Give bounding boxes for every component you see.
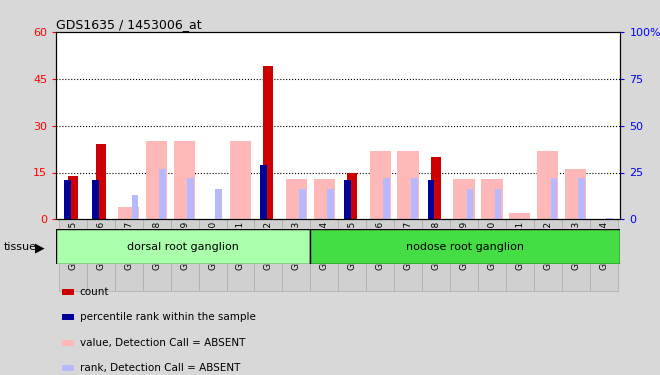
Bar [370, 151, 391, 219]
Bar [62, 314, 74, 320]
Bar [495, 189, 502, 219]
Bar [327, 189, 334, 219]
Bar [450, 219, 478, 291]
Bar [282, 219, 310, 291]
Bar [226, 219, 255, 291]
Bar [65, 180, 71, 219]
Bar [453, 179, 475, 219]
Bar [263, 66, 273, 219]
Bar [299, 189, 306, 219]
Bar [565, 170, 586, 219]
Text: ▶: ▶ [35, 241, 45, 254]
Bar [118, 207, 139, 219]
Bar [562, 219, 589, 291]
Bar [347, 172, 357, 219]
Bar [131, 195, 138, 219]
Bar [481, 179, 502, 219]
Bar [87, 219, 115, 291]
Bar [96, 144, 106, 219]
Bar [467, 189, 473, 219]
Text: dorsal root ganglion: dorsal root ganglion [127, 242, 239, 252]
Bar [115, 219, 143, 291]
Bar [537, 151, 558, 219]
Bar [160, 169, 166, 219]
Bar [215, 189, 222, 219]
Bar [506, 219, 534, 291]
Bar [579, 178, 585, 219]
Bar [478, 219, 506, 291]
Bar [314, 179, 335, 219]
Bar [411, 178, 418, 219]
Bar [534, 219, 562, 291]
Bar [286, 179, 307, 219]
Bar [255, 219, 282, 291]
Bar [230, 141, 251, 219]
Bar [383, 178, 389, 219]
Bar [310, 219, 338, 291]
Text: count: count [80, 287, 110, 297]
Bar [344, 180, 350, 219]
Bar [187, 178, 194, 219]
Bar [510, 213, 531, 219]
Bar [366, 219, 394, 291]
Bar [431, 157, 441, 219]
Bar [397, 151, 418, 219]
Text: percentile rank within the sample: percentile rank within the sample [80, 312, 255, 322]
Bar [171, 219, 199, 291]
Bar [607, 217, 613, 219]
Bar [394, 219, 422, 291]
Bar [199, 219, 226, 291]
Bar [174, 141, 195, 219]
Bar [428, 180, 434, 219]
Bar [56, 229, 310, 264]
Text: GDS1635 / 1453006_at: GDS1635 / 1453006_at [56, 18, 202, 31]
Bar [310, 229, 620, 264]
Bar [260, 165, 267, 219]
Text: rank, Detection Call = ABSENT: rank, Detection Call = ABSENT [80, 363, 240, 373]
Bar [550, 178, 557, 219]
Text: value, Detection Call = ABSENT: value, Detection Call = ABSENT [80, 338, 245, 348]
Bar [146, 141, 167, 219]
Text: nodose root ganglion: nodose root ganglion [406, 242, 524, 252]
Text: tissue: tissue [3, 243, 36, 252]
Bar [589, 219, 618, 291]
Bar [92, 180, 99, 219]
Bar [143, 219, 171, 291]
Bar [62, 365, 74, 371]
Bar [62, 340, 74, 346]
Bar [62, 289, 74, 295]
Bar [338, 219, 366, 291]
Bar [68, 176, 78, 219]
Bar [59, 219, 87, 291]
Bar [422, 219, 450, 291]
